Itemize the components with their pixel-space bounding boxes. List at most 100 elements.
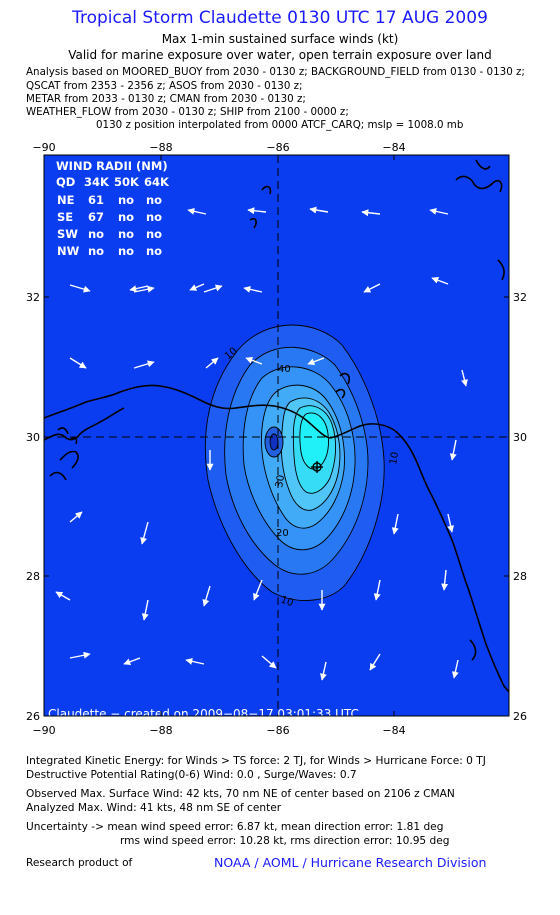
wind-vector-arrow	[69, 651, 91, 659]
wind-vector-arrow	[363, 283, 381, 293]
wind-radii-title: WIND RADII (NM)	[56, 159, 168, 173]
wind-vector-arrow	[133, 360, 155, 369]
lat-tick-label: 30	[26, 431, 40, 444]
dpr-line: Destructive Potential Rating(0-6) Wind: …	[26, 769, 357, 781]
observed-max-line: Observed Max. Surface Wind: 42 kts, 70 n…	[26, 788, 455, 800]
wind-vector-arrow	[205, 357, 219, 369]
wind-vector-arrow	[202, 585, 211, 607]
wind-vector-arrow	[55, 591, 71, 601]
axis-ticks	[44, 155, 509, 716]
contour-label: 40	[278, 364, 291, 375]
wind-vector-arrow	[243, 285, 263, 293]
contour-label: 20	[276, 528, 289, 539]
lon-tick-label: −90	[32, 141, 55, 154]
analysis-line-4: WEATHER_FLOW from 2030 - 0130 z; SHIP fr…	[26, 106, 349, 118]
radii-quadrant: NW	[57, 244, 80, 258]
weak-center-core	[269, 433, 279, 451]
wind-vector-arrow	[429, 207, 449, 215]
storm-center-marker	[311, 461, 323, 473]
ike-line: Integrated Kinetic Energy: for Winds > T…	[26, 755, 486, 767]
wind-vector-arrow	[129, 285, 149, 293]
map-title: Tropical Storm Claudette 0130 UTC 17 AUG…	[72, 8, 488, 28]
contour-labels: 10 40 30 20 10 10	[223, 346, 401, 609]
left-axis: 26 28 30 32	[26, 291, 40, 723]
wind-vector-arrow	[185, 657, 205, 665]
lon-tick-label: −84	[382, 141, 405, 154]
radii-quadrant: NE	[57, 193, 75, 207]
wind-vectors	[55, 206, 468, 681]
wind-vector-arrow	[449, 439, 457, 461]
bottom-axis: −90 −88 −86 −84	[32, 724, 405, 737]
wind-vector-arrow	[361, 209, 381, 217]
map-credit: Claudette − created on 2009−08−17 03:01:…	[48, 707, 359, 721]
lon-tick-label: −86	[266, 724, 289, 737]
radii-quadrant: SW	[57, 227, 78, 241]
wind-vector-arrow	[69, 284, 91, 293]
wind-vector-arrow	[187, 207, 207, 215]
wind-vector-arrow	[309, 206, 329, 214]
wind-vector-arrow	[431, 276, 449, 285]
wind-vector-arrow	[247, 207, 267, 215]
lat-tick-label: 28	[26, 570, 40, 583]
lat-tick-label: 30	[513, 431, 527, 444]
map-subtitle: Max 1-min sustained surface winds (kt)	[161, 32, 399, 46]
wind-contours	[204, 324, 385, 601]
noaa-credit: NOAA / AOML / Hurricane Research Divisio…	[214, 855, 487, 870]
lat-tick-label: 26	[513, 710, 527, 723]
wind-vector-arrow	[451, 659, 459, 679]
radii-r34: no	[88, 227, 104, 241]
radii-r50: no	[118, 193, 134, 207]
analysis-line-2: QSCAT from 2353 - 2356 z; ASOS from 2030…	[26, 80, 303, 92]
contour-40kt	[299, 412, 329, 470]
radii-header-64k: 64K	[144, 175, 170, 189]
wind-radii-table: WIND RADII (NM) QD 34K 50K 64K NE 61 no …	[56, 159, 170, 258]
radii-r34: 61	[88, 193, 104, 207]
wind-vector-arrow	[319, 661, 327, 681]
radii-r64: no	[146, 193, 162, 207]
contour-label: 10	[279, 594, 295, 609]
radii-r64: no	[146, 227, 162, 241]
wind-vector-arrow	[133, 285, 155, 293]
analysis-line-1: Analysis based on MOORED_BUOY from 2030 …	[26, 66, 525, 78]
wind-vector-arrow	[447, 513, 455, 533]
radii-header-34k: 34K	[84, 175, 110, 189]
position-note: 0130 z position interpolated from 0000 A…	[96, 119, 464, 131]
wind-vector-arrow	[253, 579, 263, 601]
radii-r50: no	[118, 227, 134, 241]
wind-vector-arrow	[261, 655, 277, 669]
lon-tick-label: −84	[382, 724, 405, 737]
top-axis: −90 −88 −86 −84	[32, 141, 405, 154]
radii-r64: no	[146, 210, 162, 224]
wind-vector-arrow	[391, 513, 399, 535]
wind-vector-arrow	[69, 357, 87, 369]
contour-label: 10	[388, 451, 401, 465]
lat-tick-label: 32	[513, 291, 527, 304]
radii-quadrant: SE	[57, 210, 73, 224]
analysis-line-3: METAR from 2033 - 0130 z; CMAN from 2030…	[26, 93, 306, 105]
right-axis: 26 28 30 32	[513, 291, 527, 723]
wind-map: 10 40 30 20 10 10 WIND RADII (NM) QD 34K…	[26, 141, 527, 737]
wind-vector-arrow	[203, 284, 223, 293]
wind-vector-arrow	[140, 521, 149, 545]
wind-vector-arrow	[461, 369, 468, 387]
wind-vector-arrow	[123, 657, 141, 666]
wind-vector-arrow	[189, 283, 205, 291]
radii-r50: no	[118, 244, 134, 258]
wind-vector-arrow	[369, 653, 381, 671]
radii-header-50k: 50K	[114, 175, 140, 189]
lon-tick-label: −88	[149, 141, 172, 154]
wind-vector-arrow	[441, 569, 449, 591]
wind-vector-arrow	[141, 599, 149, 621]
radii-header-qd: QD	[56, 175, 75, 189]
plot-frame	[43, 154, 510, 717]
lat-tick-label: 32	[26, 291, 40, 304]
uncertainty-line-1: Uncertainty -> mean wind speed error: 6.…	[26, 821, 444, 833]
wind-vector-arrow	[307, 357, 325, 366]
radii-r34: 67	[88, 210, 104, 224]
contour-label: 30	[274, 474, 287, 488]
radii-r64: no	[146, 244, 162, 258]
analyzed-max-line: Analyzed Max. Wind: 41 kts, 48 nm SE of …	[26, 802, 282, 814]
lat-tick-label: 28	[513, 570, 527, 583]
radii-r34: no	[88, 244, 104, 258]
lon-tick-label: −86	[266, 141, 289, 154]
